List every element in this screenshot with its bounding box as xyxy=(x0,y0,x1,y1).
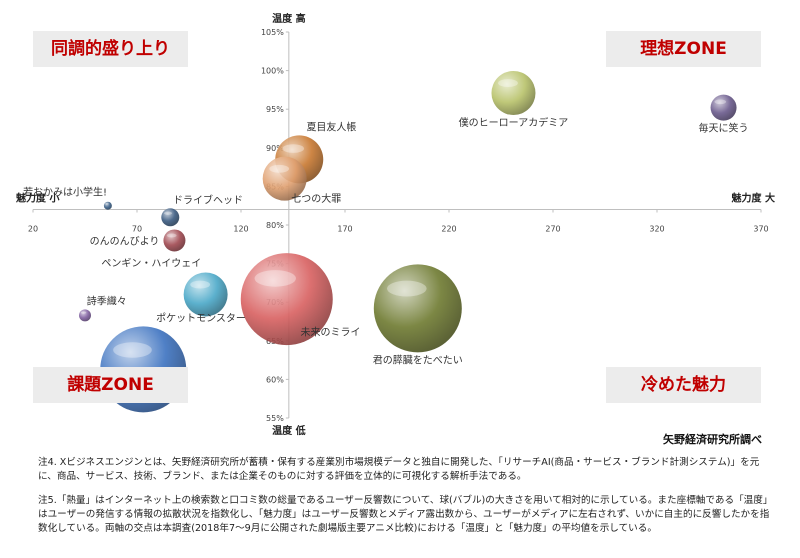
bubble-label: 僕のヒーローアカデミア xyxy=(459,116,569,129)
bubble-highlight xyxy=(163,211,173,215)
footnote-5: 注5.「熱量」はインターネット上の検索数と口コミ数の総量であるユーザー反響数につ… xyxy=(38,495,773,534)
bubble-highlight xyxy=(387,280,427,297)
x-tick-label: 170 xyxy=(337,225,352,234)
y-tick-label: 90% xyxy=(266,144,284,153)
bubble xyxy=(491,70,536,115)
quadrant-bottom-left-label: 課題ZONE xyxy=(33,367,188,403)
x-tick-label: 220 xyxy=(441,225,456,234)
y-tick-label: 105% xyxy=(261,28,284,37)
bubble xyxy=(373,264,462,353)
bubble-label: 若おかみは小学生! xyxy=(23,186,107,199)
bubble-label: 毎天に笑う xyxy=(699,122,749,135)
bubble xyxy=(240,253,333,346)
x-tick-label: 20 xyxy=(28,225,38,234)
bubble-label: のんのんびより xyxy=(90,235,160,247)
x-axis-label-left: 魅力度 小 xyxy=(16,192,59,205)
bubble xyxy=(163,229,186,252)
bubble xyxy=(161,208,180,227)
x-tick-label: 320 xyxy=(649,225,664,234)
bubble-label: ポケットモンスター xyxy=(156,312,246,324)
bubble-label: 七つの大罪 xyxy=(291,192,341,205)
bubble-highlight xyxy=(498,79,518,88)
x-tick-label: 270 xyxy=(545,225,560,234)
x-tick-label: 120 xyxy=(233,225,248,234)
y-tick-label: 80% xyxy=(266,221,284,230)
bubble-highlight xyxy=(269,164,290,173)
x-tick-label: 370 xyxy=(753,225,768,234)
bubble-label: 夏目友人帳 xyxy=(306,120,356,133)
bubble-chart: 55%60%65%70%75%80%85%90%95%100%105%20701… xyxy=(16,12,775,437)
quadrant-bottom-right-label: 冷めた魅力 xyxy=(606,367,761,403)
bubble-highlight xyxy=(105,203,109,205)
bubble xyxy=(710,94,737,121)
bubble-highlight xyxy=(166,233,177,238)
y-tick-label: 55% xyxy=(266,414,284,423)
x-axis-label-right: 魅力度 大 xyxy=(732,192,775,205)
bubble-label: ペンギン・ハイウェイ xyxy=(101,257,201,269)
footnotes: 注4. Xビジネスエンジンとは、矢野経済研究所が蓄積・保有する産業別市場規模デー… xyxy=(38,456,778,546)
bubble-label: 詩季織々 xyxy=(87,294,127,307)
bubble xyxy=(103,201,112,210)
bubble-highlight xyxy=(282,144,305,153)
y-axis-label-top: 温度 高 xyxy=(272,12,305,25)
x-tick-label: 70 xyxy=(132,225,142,234)
bubble-highlight xyxy=(254,270,296,287)
y-axis-label-bottom: 温度 低 xyxy=(272,424,305,437)
bubble-label: 君の膵臓をたべたい xyxy=(373,354,463,366)
y-tick-label: 95% xyxy=(266,105,284,114)
bubble xyxy=(262,156,307,201)
bubble xyxy=(183,272,228,317)
bubble-label: 未来のミライ xyxy=(301,326,361,338)
source-credit: 矢野経済研究所調べ xyxy=(663,433,762,446)
bubble xyxy=(79,309,91,322)
bubble-highlight xyxy=(190,280,211,289)
bubble-highlight xyxy=(714,99,727,105)
bubble-label: ドライブヘッド xyxy=(173,193,243,206)
quadrant-top-right-label: 理想ZONE xyxy=(606,31,761,67)
bubble-highlight xyxy=(80,311,87,314)
quadrant-top-left-label: 同調的盛り上り xyxy=(33,31,188,67)
y-tick-label: 60% xyxy=(266,375,284,384)
bubble-highlight xyxy=(113,342,152,358)
footnote-4: 注4. Xビジネスエンジンとは、矢野経済研究所が蓄積・保有する産業別市場規模デー… xyxy=(38,457,760,482)
y-tick-label: 100% xyxy=(261,67,284,76)
